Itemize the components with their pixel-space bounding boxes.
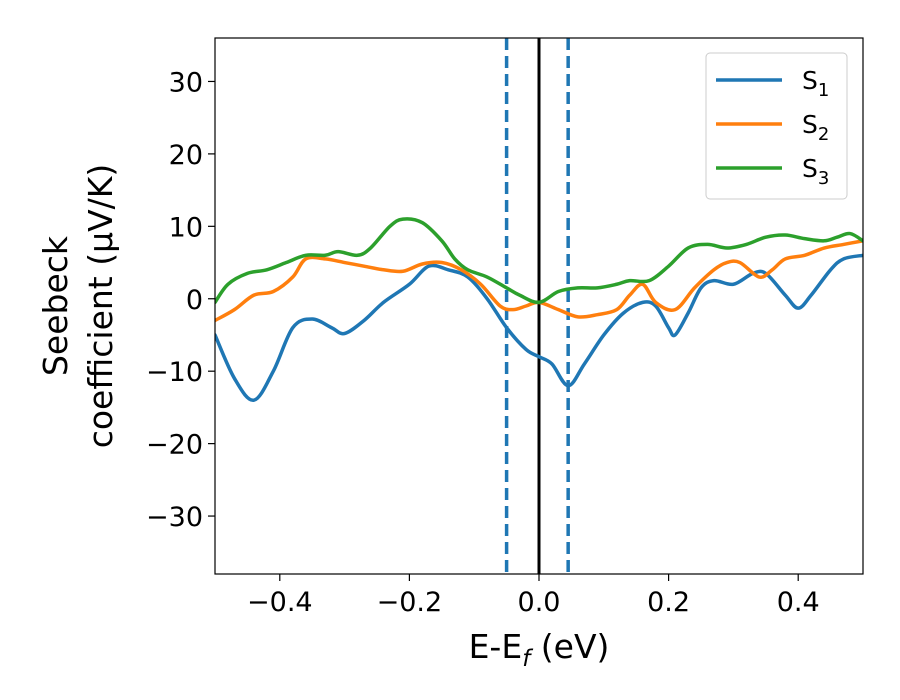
x-tick-label: 0.2 bbox=[647, 587, 690, 618]
reference-lines bbox=[504, 38, 570, 574]
y-tick-label: −30 bbox=[146, 502, 203, 533]
y-axis-title-line2: coefficient (μV/K) bbox=[81, 164, 120, 449]
legend-label-s1: S1 bbox=[802, 66, 829, 101]
x-tick-label: −0.2 bbox=[377, 587, 443, 618]
x-tick-label: 0.0 bbox=[518, 587, 561, 618]
series-line-s2 bbox=[215, 239, 863, 323]
legend-label-s2: S2 bbox=[802, 110, 829, 145]
y-tick-label: −20 bbox=[146, 430, 203, 461]
series-line-s1 bbox=[215, 253, 863, 402]
y-tick-label: 0 bbox=[186, 285, 203, 316]
y-tick-label: 10 bbox=[169, 212, 203, 243]
series-line-s3 bbox=[215, 217, 863, 305]
x-axis: −0.4 −0.2 0.0 0.2 0.4 bbox=[247, 574, 820, 618]
x-tick-label: 0.4 bbox=[777, 587, 820, 618]
y-axis: −30 −20 −10 0 10 20 30 bbox=[146, 67, 215, 533]
x-axis-title-subscript: f bbox=[522, 646, 533, 672]
y-tick-label: 30 bbox=[169, 67, 203, 98]
y-axis-title: Seebeck coefficient (μV/K) bbox=[36, 164, 120, 449]
y-tick-label: −10 bbox=[146, 357, 203, 388]
legend: S1 S2 S3 bbox=[705, 52, 848, 200]
y-axis-title-line1: Seebeck bbox=[36, 235, 75, 376]
x-axis-title-main: E-E bbox=[469, 627, 523, 666]
x-axis-title-unit: (eV) bbox=[530, 627, 609, 666]
x-axis-title: E-Ef (eV) bbox=[469, 627, 610, 672]
x-tick-label: −0.4 bbox=[247, 587, 313, 618]
series-layer bbox=[215, 217, 863, 402]
legend-label-s3: S3 bbox=[802, 154, 829, 189]
y-tick-label: 20 bbox=[169, 140, 203, 171]
legend-box bbox=[705, 52, 848, 200]
